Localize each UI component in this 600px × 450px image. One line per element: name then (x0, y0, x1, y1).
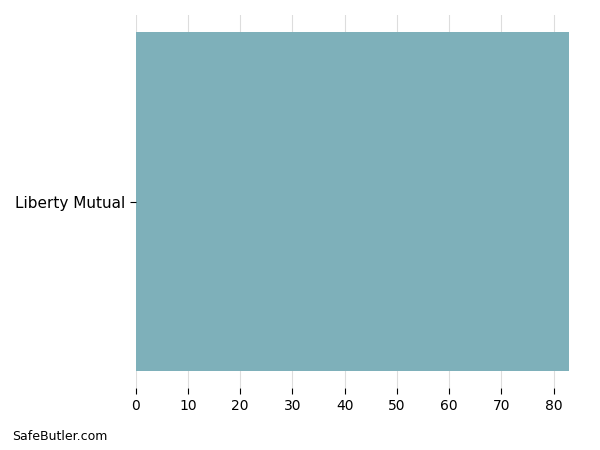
Text: SafeButler.com: SafeButler.com (12, 430, 107, 443)
